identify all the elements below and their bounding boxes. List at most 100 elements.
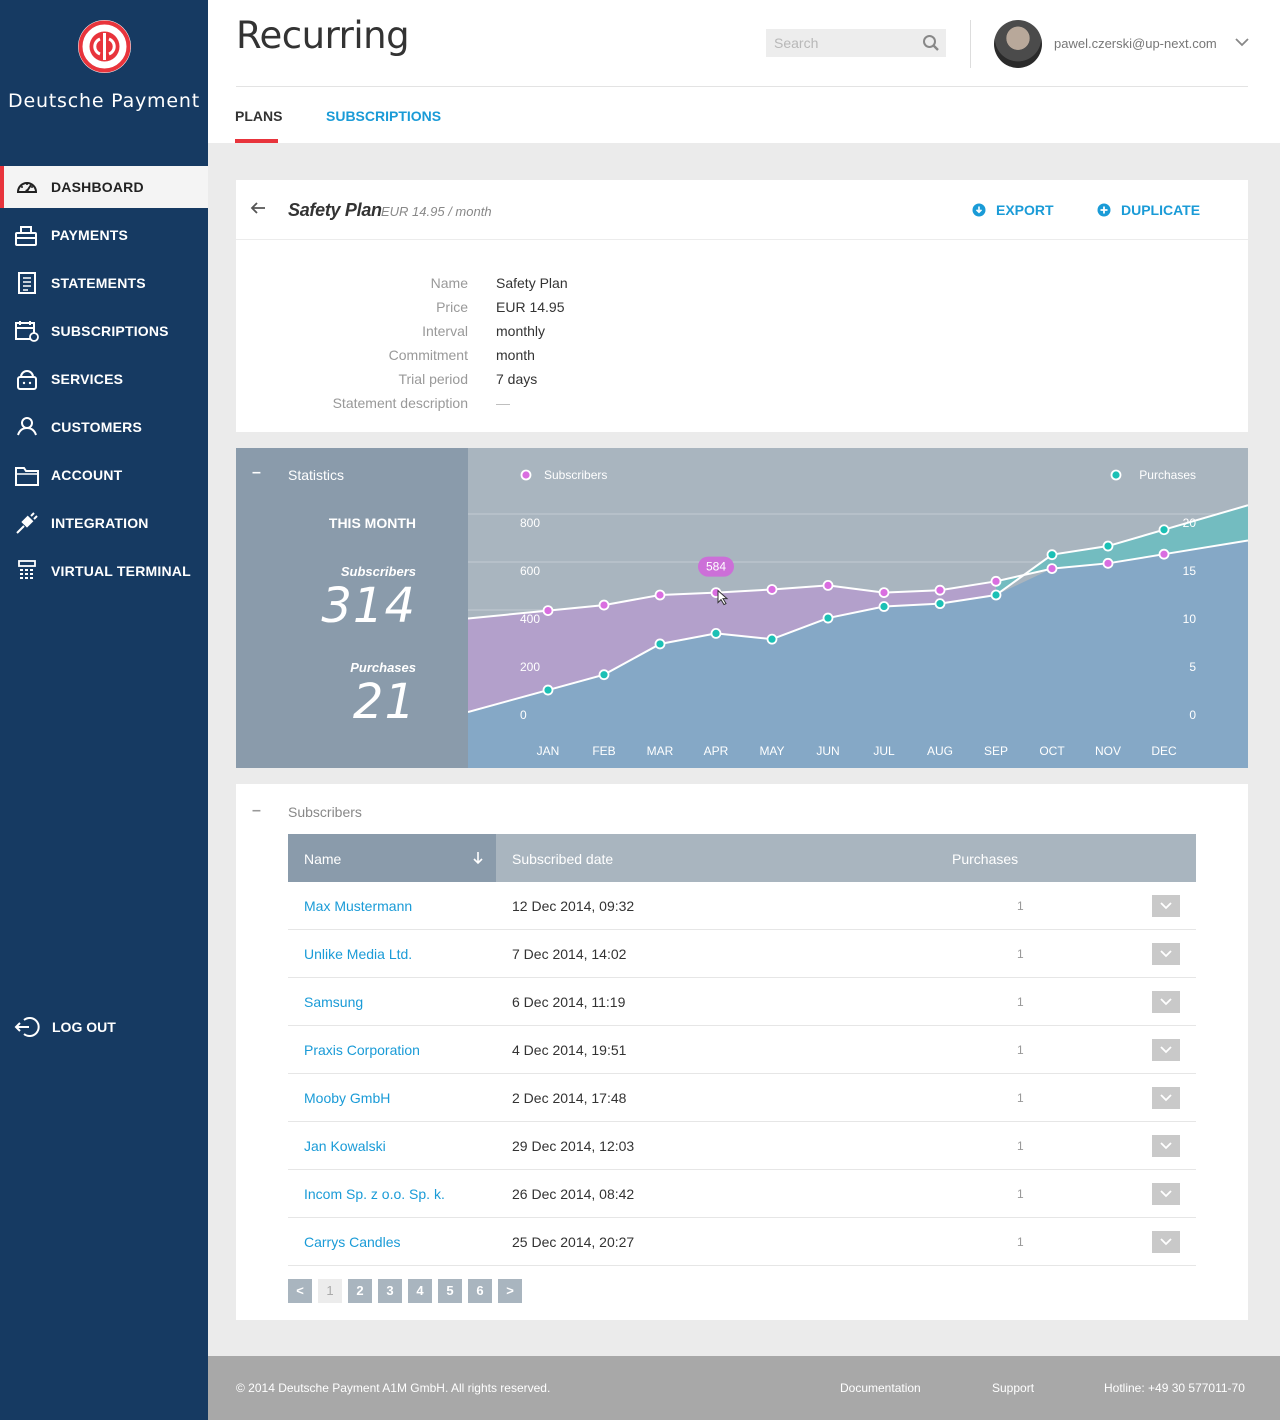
subscribers-point: [1046, 563, 1058, 574]
row-expand-button[interactable]: [1152, 1135, 1180, 1157]
purchases-count: 1: [1017, 947, 1024, 961]
row-expand-button[interactable]: [1152, 895, 1180, 917]
calendar-icon: [15, 321, 39, 342]
subscriber-name-link[interactable]: Unlike Media Ltd.: [304, 946, 413, 962]
detail-row-price: Price EUR 14.95: [236, 299, 1248, 323]
pager-prev-button[interactable]: <: [288, 1279, 312, 1303]
plug-icon: [16, 512, 38, 534]
subscribers-area: [660, 592, 716, 644]
purchases-point: [542, 684, 554, 696]
search-icon[interactable]: [922, 34, 940, 52]
x-axis-tick: SEP: [984, 744, 1008, 758]
row-expand-button[interactable]: [1152, 991, 1180, 1013]
x-axis-tick: MAY: [759, 744, 784, 758]
sidebar-item-label: SERVICES: [51, 371, 124, 387]
footer: © 2014 Deutsche Payment A1M GmbH. All ri…: [208, 1356, 1280, 1420]
x-axis-tick: JUN: [816, 744, 839, 758]
legend-purchases-label: Purchases: [1139, 468, 1196, 482]
sidebar-item-label: ACCOUNT: [51, 467, 123, 483]
search-input[interactable]: [766, 29, 946, 57]
left-axis-tick: 400: [520, 612, 540, 626]
detail-key: Commitment: [388, 347, 468, 363]
collapse-toggle[interactable]: –: [252, 464, 261, 481]
export-button[interactable]: EXPORT: [972, 202, 1082, 222]
sidebar-item-label: STATEMENTS: [51, 275, 146, 291]
tab-subscriptions[interactable]: SUBSCRIPTIONS: [326, 108, 442, 124]
collapse-toggle[interactable]: –: [252, 802, 261, 819]
chevron-down-icon[interactable]: [1235, 37, 1249, 47]
logo-mark-icon: [78, 20, 131, 73]
chevron-down-icon: [1160, 1190, 1172, 1198]
subscriber-name-link[interactable]: Samsung: [304, 994, 364, 1010]
row-expand-button[interactable]: [1152, 943, 1180, 965]
statistics-summary: – Statistics THIS MONTH Subscribers 314 …: [236, 448, 468, 768]
pager-page-button[interactable]: 4: [408, 1279, 432, 1303]
logout-label: LOG OUT: [52, 1019, 116, 1035]
sidebar-item-dashboard[interactable]: DASHBOARD: [0, 166, 208, 208]
subscribers-point: [1158, 548, 1170, 560]
chart-base-area: [468, 540, 1248, 768]
pager-page-button[interactable]: 5: [438, 1279, 462, 1303]
support-link[interactable]: Support: [992, 1381, 1035, 1395]
subscribers-area: [468, 610, 548, 712]
row-expand-button[interactable]: [1152, 1087, 1180, 1109]
sidebar-item-subscriptions[interactable]: SUBSCRIPTIONS: [0, 310, 208, 352]
detail-value: month: [496, 347, 535, 363]
row-expand-button[interactable]: [1152, 1183, 1180, 1205]
subscribers-area: [884, 590, 940, 607]
sidebar-item-customers[interactable]: CUSTOMERS: [0, 406, 208, 448]
subscriber-name-link[interactable]: Carrys Candles: [304, 1234, 401, 1250]
x-axis-tick: JAN: [537, 744, 560, 758]
subscribers-area: [772, 585, 828, 640]
column-header-name[interactable]: Name: [288, 834, 496, 882]
avatar[interactable]: [994, 20, 1042, 68]
table-row: Jan Kowalski 29 Dec 2014, 12:03 1: [288, 1122, 1196, 1170]
pager-page-button[interactable]: 3: [378, 1279, 402, 1303]
subscriber-name-link[interactable]: Praxis Corporation: [304, 1042, 420, 1058]
tooltip-value: 584: [706, 560, 726, 574]
logout-icon: [14, 1017, 40, 1037]
purchases-count: 1: [1017, 899, 1024, 913]
sidebar-item-integration[interactable]: INTEGRATION: [0, 502, 208, 544]
sidebar-item-payments[interactable]: PAYMENTS: [0, 214, 208, 256]
subscriber-name-link[interactable]: Incom Sp. z o.o. Sp. k.: [304, 1186, 445, 1202]
row-expand-button[interactable]: [1152, 1231, 1180, 1253]
detail-row-name: Name Safety Plan: [236, 275, 1248, 299]
purchases-point: [710, 627, 722, 639]
sidebar-item-virtual-terminal[interactable]: VIRTUAL TERMINAL: [0, 550, 208, 592]
logo[interactable]: Deutsche Payment: [0, 0, 208, 166]
legend-subscribers-swatch: [520, 469, 532, 481]
purchases-point: [598, 669, 610, 681]
column-header-purchases[interactable]: Purchases: [952, 851, 1019, 867]
sidebar-item-statements[interactable]: STATEMENTS: [0, 262, 208, 304]
subscriber-name-link[interactable]: Mooby GmbH: [304, 1090, 391, 1106]
documentation-link[interactable]: Documentation: [840, 1381, 921, 1395]
subscriber-name-link[interactable]: Jan Kowalski: [304, 1138, 386, 1154]
duplicate-button[interactable]: DUPLICATE: [1097, 202, 1217, 222]
statistics-card: – Statistics THIS MONTH Subscribers 314 …: [236, 448, 1248, 768]
subscribed-date: 26 Dec 2014, 08:42: [512, 1186, 635, 1202]
sidebar-item-services[interactable]: SERVICES: [0, 358, 208, 400]
statistics-chart[interactable]: 0 200 400 600 800 0 5 10 15 20 JAN FEB MAR APR MAY JUN J…: [468, 448, 1248, 768]
pager-next-button[interactable]: >: [498, 1279, 522, 1303]
back-arrow-icon[interactable]: [250, 201, 266, 215]
pager-page-button[interactable]: 1: [318, 1279, 342, 1303]
column-header-date[interactable]: Subscribed date: [512, 851, 614, 867]
plan-card: Safety Plan EUR 14.95 / month EXPORT DUP…: [236, 180, 1248, 432]
subscribed-date: 4 Dec 2014, 19:51: [512, 1042, 627, 1058]
tab-plans[interactable]: PLANS: [235, 108, 283, 124]
detail-key: Price: [436, 299, 468, 315]
pager-page-button[interactable]: 6: [468, 1279, 492, 1303]
subscribers-point: [598, 599, 610, 611]
subscriber-name-link[interactable]: Max Mustermann: [304, 898, 413, 914]
user-email[interactable]: pawel.czerski@up-next.com: [1054, 36, 1217, 51]
logout-button[interactable]: LOG OUT: [0, 1006, 208, 1048]
row-expand-button[interactable]: [1152, 1039, 1180, 1061]
folder-icon: [15, 467, 39, 486]
subscribers-point: [822, 579, 834, 591]
pager-page-button[interactable]: 2: [348, 1279, 372, 1303]
subscribers-card: – Subscribers Name Subscribed date Purch…: [236, 784, 1248, 1320]
sidebar-item-label: VIRTUAL TERMINAL: [51, 563, 191, 579]
chevron-down-icon: [1160, 950, 1172, 958]
sidebar-item-account[interactable]: ACCOUNT: [0, 454, 208, 496]
